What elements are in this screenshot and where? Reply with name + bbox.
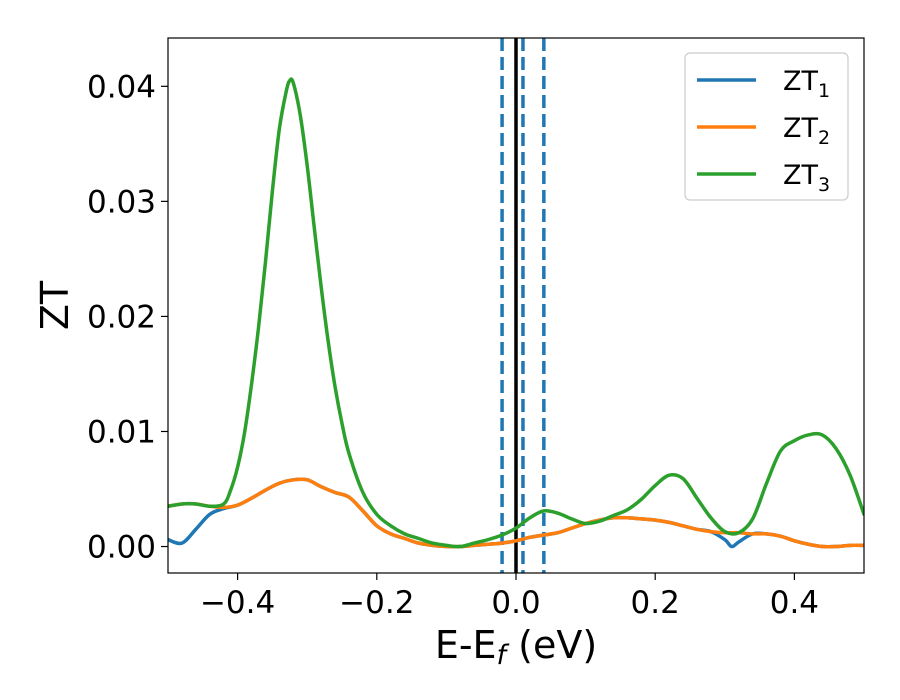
x-axis-title-unit: (eV) bbox=[506, 623, 597, 667]
legend: ZT1 ZT2 ZT3 bbox=[684, 52, 849, 201]
x-axis-title-main: E-E bbox=[435, 623, 497, 667]
x-axis: −0.4 −0.2 0.0 0.2 0.4 bbox=[200, 573, 819, 621]
y-axis: 0.00 0.01 0.02 0.03 0.04 bbox=[87, 69, 168, 566]
x-tick-label: 0.0 bbox=[491, 585, 540, 621]
y-axis-title: ZT bbox=[33, 280, 77, 330]
legend-label-zt2: ZT2 bbox=[783, 113, 830, 149]
series-layer bbox=[168, 77, 864, 549]
y-tick-label: 0.00 bbox=[87, 530, 156, 566]
x-tick-label: −0.2 bbox=[339, 585, 414, 621]
legend-box bbox=[684, 52, 849, 201]
y-tick-label: 0.04 bbox=[87, 69, 156, 105]
x-tick-label: −0.4 bbox=[200, 585, 275, 621]
x-tick-label: 0.2 bbox=[631, 585, 680, 621]
y-tick-label: 0.02 bbox=[87, 299, 156, 335]
series-line-zt2 bbox=[168, 477, 864, 549]
series-line-zt3 bbox=[168, 77, 864, 549]
legend-label-zt1: ZT1 bbox=[783, 66, 830, 102]
y-tick-label: 0.01 bbox=[87, 414, 156, 450]
legend-label-zt3: ZT3 bbox=[783, 160, 830, 196]
y-tick-label: 0.03 bbox=[87, 184, 156, 220]
reference-lines bbox=[500, 38, 546, 573]
x-axis-title: E-Ef (eV) bbox=[435, 623, 597, 671]
x-tick-label: 0.4 bbox=[770, 585, 819, 621]
